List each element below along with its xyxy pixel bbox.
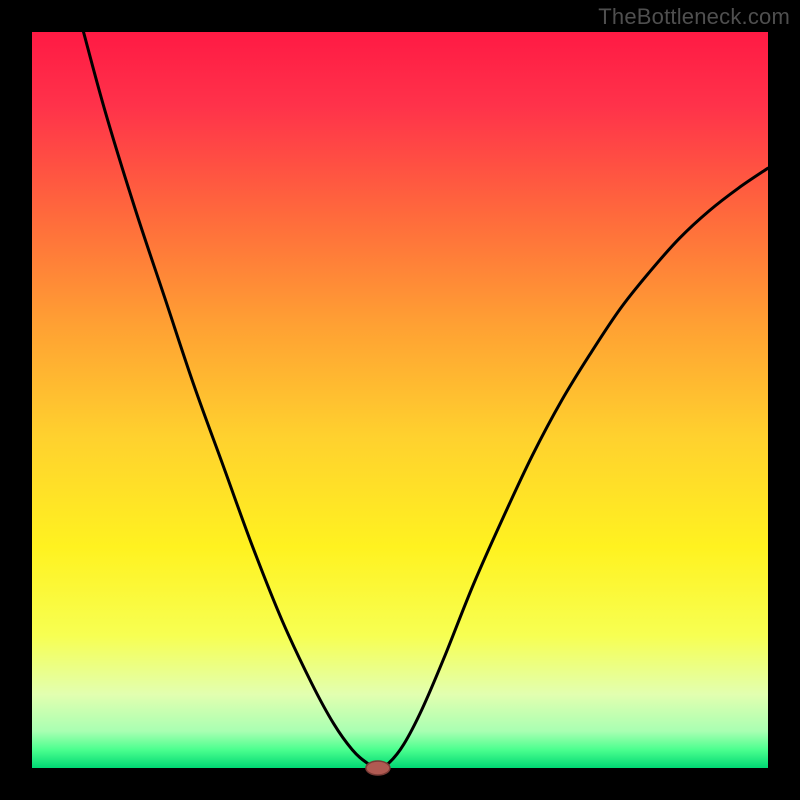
watermark-text: TheBottleneck.com [598,4,790,30]
bottleneck-chart [0,0,800,800]
chart-gradient-background [32,32,768,768]
optimal-point-marker [366,761,390,775]
